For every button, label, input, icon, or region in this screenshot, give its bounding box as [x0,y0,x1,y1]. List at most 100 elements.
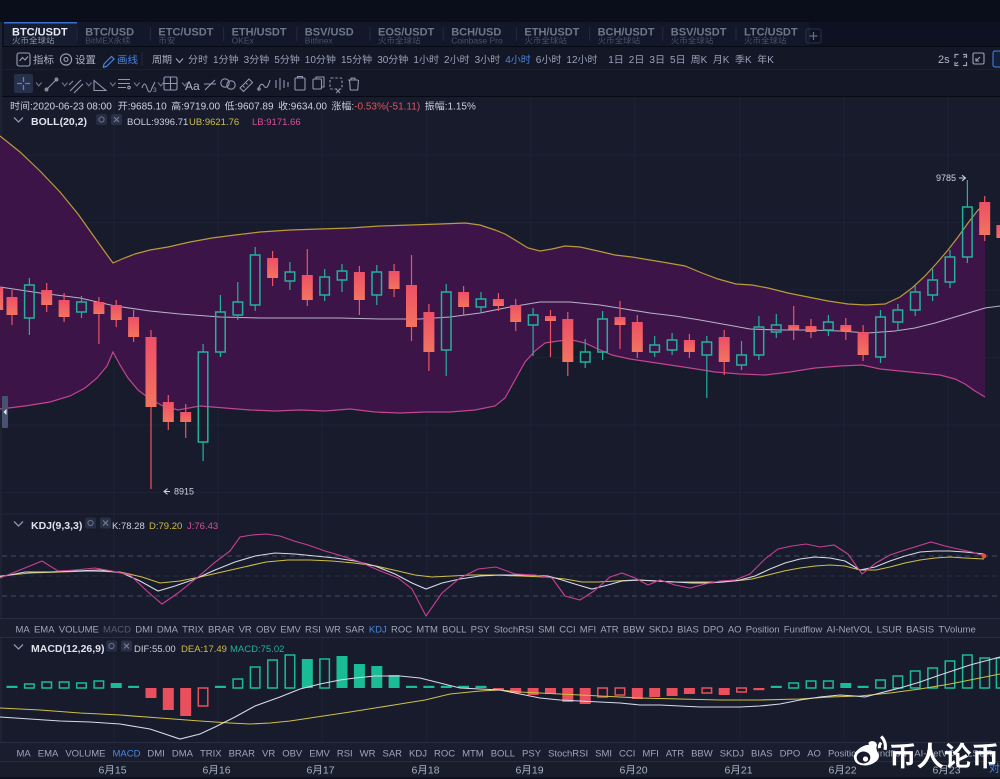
svg-text:OBV: OBV [256,625,277,636]
svg-text:ROC: ROC [434,749,455,760]
svg-text:K: K [767,55,774,66]
svg-text:UB:9621.76: UB:9621.76 [189,117,239,128]
svg-text:KDJ(9,3,3): KDJ(9,3,3) [31,520,82,532]
svg-text:22: 22 [845,765,857,777]
svg-text:SKDJ: SKDJ [649,625,674,636]
svg-text:6: 6 [829,765,835,777]
svg-text:3: 3 [153,87,157,94]
svg-text:6: 6 [536,55,542,66]
svg-text:6: 6 [933,765,939,777]
svg-text:DPO: DPO [703,625,724,636]
svg-text:DEA:17.49: DEA:17.49 [181,644,227,655]
svg-text:ATR: ATR [600,625,618,636]
svg-text:BSV/USD: BSV/USD [305,27,354,39]
svg-text:Bitfinex: Bitfinex [305,36,334,46]
svg-text:9785: 9785 [936,173,956,183]
svg-text:PSY: PSY [522,749,542,760]
svg-text:DPO: DPO [780,749,801,760]
svg-text:BTC/USD: BTC/USD [85,27,134,39]
svg-text:D:79.20: D:79.20 [149,521,182,532]
svg-text:CCI: CCI [619,749,635,760]
svg-text:MA: MA [16,625,31,636]
svg-text:1: 1 [413,55,419,66]
svg-text:CCI: CCI [559,625,575,636]
svg-text:BOLL(20,2): BOLL(20,2) [31,116,87,128]
svg-text:4: 4 [505,55,511,66]
svg-text:VOLUME: VOLUME [65,749,105,760]
svg-text::: : [445,102,448,113]
svg-text:19: 19 [532,765,544,777]
svg-text:5: 5 [274,55,280,66]
svg-text:2: 2 [629,55,635,66]
svg-text:8915: 8915 [174,487,194,497]
svg-text:OBV: OBV [282,749,303,760]
svg-text:BitMEX: BitMEX [85,36,114,46]
svg-text:BSV/USDT: BSV/USDT [671,27,727,39]
svg-text:AI-NetVOL: AI-NetVOL [826,625,872,636]
svg-text:15: 15 [115,765,127,777]
svg-text:DMI: DMI [135,625,152,636]
svg-text:BBW: BBW [623,625,645,636]
svg-text::: : [181,102,184,113]
svg-text:LSUR: LSUR [877,625,902,636]
svg-text:BOLL: BOLL [442,625,466,636]
svg-text:TVolume: TVolume [938,625,976,636]
svg-text:MFI: MFI [642,749,658,760]
svg-text::: : [128,102,131,113]
svg-text:6: 6 [620,765,626,777]
svg-text:MACD: MACD [112,749,140,760]
svg-text:K: K [745,55,752,66]
svg-text:1: 1 [213,55,219,66]
svg-text:6: 6 [725,765,731,777]
svg-text::: : [351,102,354,113]
svg-text:Position: Position [746,625,780,636]
svg-text:9685.10: 9685.10 [131,102,168,113]
svg-text:1: 1 [608,55,614,66]
svg-text:SMI: SMI [595,749,612,760]
svg-text::: : [30,102,33,113]
svg-text:KDJ: KDJ [369,625,387,636]
svg-text:ETH/USDT: ETH/USDT [232,27,287,39]
svg-text:BRAR: BRAR [208,625,235,636]
svg-text:DMA: DMA [157,625,179,636]
svg-text:BOLL:9396.71: BOLL:9396.71 [127,117,188,128]
svg-text:LTC/USDT: LTC/USDT [744,27,798,39]
svg-text:RSI: RSI [337,749,353,760]
svg-text:23: 23 [949,765,961,777]
svg-text:9607.89: 9607.89 [237,102,274,113]
svg-text:BOLL: BOLL [491,749,515,760]
svg-text:BCH/USD: BCH/USD [451,27,501,39]
svg-text:BBW: BBW [691,749,713,760]
svg-text:Fundflow: Fundflow [784,625,823,636]
svg-text:2020-06-23 08:00: 2020-06-23 08:00 [33,102,112,113]
svg-text:ATR: ATR [666,749,684,760]
svg-text:WR: WR [325,625,341,636]
svg-text:3: 3 [244,55,250,66]
svg-text:6: 6 [412,765,418,777]
svg-text:9719.00: 9719.00 [184,102,221,113]
svg-text:SKDJ: SKDJ [720,749,745,760]
svg-text::: : [288,102,291,113]
svg-text:6: 6 [203,765,209,777]
svg-text:K: K [723,55,730,66]
svg-text:AO: AO [728,625,742,636]
svg-text:EMA: EMA [34,625,55,636]
svg-text:20: 20 [636,765,648,777]
svg-text:2s: 2s [938,54,950,66]
svg-text:10: 10 [305,55,317,66]
svg-text:BASIS: BASIS [906,625,934,636]
svg-text:-0.53%(-51.11): -0.53%(-51.11) [354,102,420,113]
svg-text:6: 6 [516,765,522,777]
svg-text:18: 18 [428,765,440,777]
svg-text:ETC/USDT: ETC/USDT [158,27,213,39]
svg-text:K: K [701,55,708,66]
svg-text:EMA: EMA [38,749,59,760]
svg-text:BIAS: BIAS [751,749,773,760]
svg-text:16: 16 [219,765,231,777]
svg-text:MACD: MACD [103,625,131,636]
svg-text:5: 5 [670,55,676,66]
svg-text:6: 6 [307,765,313,777]
svg-text:3: 3 [475,55,481,66]
svg-text:MA: MA [17,749,32,760]
svg-text:TRIX: TRIX [200,749,222,760]
